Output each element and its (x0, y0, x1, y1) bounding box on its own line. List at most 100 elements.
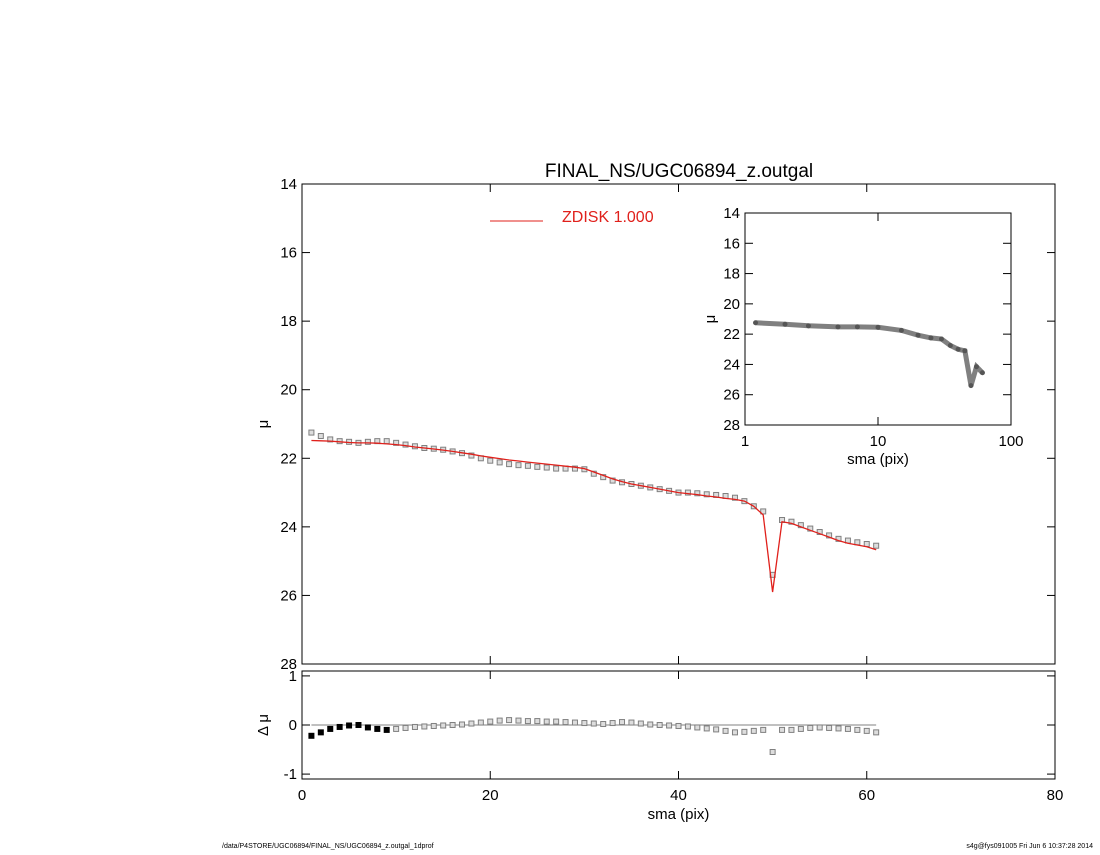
x-tick-label: 20 (482, 787, 499, 804)
data-point (590, 720, 597, 727)
data-point (979, 370, 985, 376)
data-point (675, 722, 682, 729)
data-point (694, 490, 701, 497)
data-point (741, 728, 748, 735)
data-point (753, 320, 759, 326)
data-point (835, 324, 841, 330)
footer-left: /data/P4STORE/UGC06894/FINAL_NS/UGC06894… (222, 843, 434, 850)
data-point (854, 726, 861, 733)
data-point (938, 336, 944, 342)
data-point (769, 749, 776, 755)
data-point (835, 725, 842, 732)
data-point (782, 321, 788, 327)
data-point (760, 508, 767, 515)
data-point (581, 720, 588, 727)
data-point (816, 529, 823, 535)
data-point (947, 343, 953, 348)
data-point (468, 452, 475, 459)
data-point (788, 518, 795, 525)
data-point (524, 462, 531, 469)
data-point (534, 463, 541, 470)
data-point (915, 332, 921, 338)
data-point (487, 718, 494, 725)
data-point (524, 718, 531, 725)
data-point (449, 722, 456, 728)
data-point (374, 725, 381, 732)
y-axis-label: Δ μ (255, 714, 272, 736)
y-tick-label: 22 (280, 450, 297, 467)
data-point (788, 726, 795, 733)
data-point (383, 726, 390, 733)
data-point (430, 722, 437, 729)
data-point (553, 718, 560, 725)
data-point (364, 438, 371, 445)
x-tick-label: 40 (670, 787, 687, 804)
y-tick-label: 26 (723, 387, 740, 404)
data-point (854, 324, 860, 330)
plot-frame (301, 183, 1056, 665)
data-point (383, 438, 390, 445)
data-point (600, 474, 607, 481)
data-point (402, 724, 409, 731)
data-point (327, 436, 334, 443)
data-point (703, 725, 710, 732)
data-point (656, 722, 663, 728)
data-point (684, 489, 691, 496)
data-point (609, 720, 616, 727)
data-point (317, 729, 324, 736)
data-point (515, 462, 522, 469)
y-tick-label: 18 (723, 266, 740, 283)
data-point (308, 429, 315, 436)
data-point (863, 727, 870, 734)
plot-frame (744, 212, 1012, 426)
data-point (336, 723, 343, 730)
y-tick-label: 14 (280, 176, 297, 193)
data-point (543, 718, 550, 725)
data-point (393, 725, 400, 732)
y-tick-label: 0 (289, 717, 297, 734)
data-point (873, 542, 880, 549)
data-point (797, 725, 804, 732)
data-point (722, 727, 729, 734)
y-tick-label: 26 (280, 587, 297, 604)
data-line (311, 439, 877, 593)
data-point (826, 532, 833, 539)
data-point (468, 720, 475, 727)
data-point (875, 324, 881, 330)
y-tick-label: 22 (723, 326, 740, 343)
data-point (590, 470, 597, 477)
data-point (346, 722, 353, 729)
data-point (364, 724, 371, 731)
legend-label: ZDISK 1.000 (562, 209, 654, 226)
data-point (440, 722, 447, 729)
y-tick-label: 28 (280, 656, 297, 673)
data-point (684, 723, 691, 730)
data-point (807, 724, 814, 731)
data-point (496, 459, 503, 466)
data-point (807, 525, 814, 532)
y-tick-label: 1 (289, 668, 297, 685)
data-point (327, 725, 334, 732)
data-point (826, 724, 833, 731)
footer-right: s4g@fys091005 Fri Jun 6 10:37:28 2014 (966, 843, 1093, 850)
data-point (506, 717, 513, 724)
y-tick-label: 20 (280, 382, 297, 399)
data-point (637, 720, 644, 727)
data-point (835, 535, 842, 542)
data-point (694, 724, 701, 731)
data-point (506, 461, 513, 468)
data-line (755, 320, 985, 387)
y-tick-label: 28 (723, 417, 740, 434)
data-point (628, 719, 635, 726)
y-tick-label: 24 (723, 356, 740, 373)
data-point (666, 722, 673, 729)
data-point (459, 721, 466, 728)
data-point (928, 335, 934, 341)
data-point (571, 719, 578, 726)
data-point (968, 383, 974, 389)
data-point (750, 727, 757, 734)
data-point (619, 719, 626, 726)
data-point (421, 723, 428, 730)
data-point (477, 719, 484, 726)
